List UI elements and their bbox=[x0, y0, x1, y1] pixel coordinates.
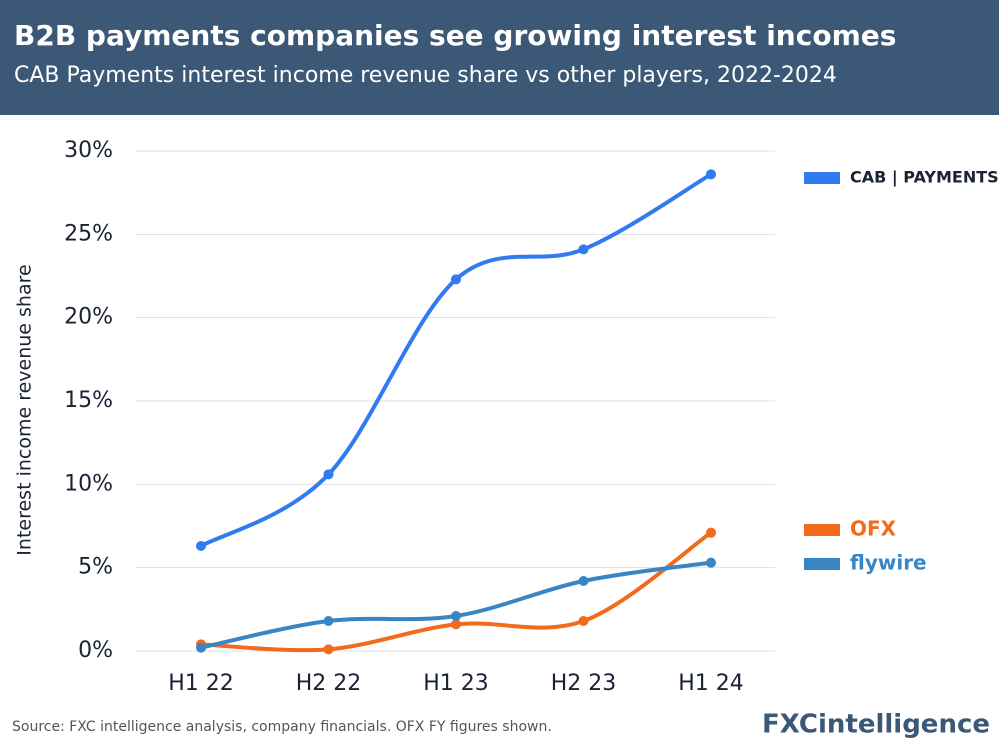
chart-title: B2B payments companies see growing inter… bbox=[14, 19, 896, 52]
legend-label: OFX bbox=[850, 517, 897, 541]
y-tick-label: 30% bbox=[64, 138, 113, 163]
data-point bbox=[706, 527, 716, 538]
data-point bbox=[451, 274, 461, 285]
legend-swatch bbox=[804, 172, 840, 184]
chart-subtitle: CAB Payments interest income revenue sha… bbox=[14, 63, 837, 88]
data-point bbox=[578, 244, 589, 255]
y-tick-label: 15% bbox=[64, 388, 113, 413]
x-tick-label: H1 22 bbox=[168, 671, 234, 696]
legend-label: CAB | PAYMENTS bbox=[850, 168, 999, 188]
series-line bbox=[199, 172, 713, 548]
legend-label: flywire bbox=[850, 551, 927, 575]
x-tick-label: H1 23 bbox=[423, 671, 489, 696]
data-point bbox=[706, 169, 716, 180]
data-point bbox=[196, 541, 206, 551]
legend-swatch bbox=[804, 558, 840, 570]
data-point bbox=[323, 644, 334, 655]
logo: FXCintelligence bbox=[762, 710, 990, 740]
source-note: Source: FXC intelligence analysis, compa… bbox=[12, 719, 552, 735]
data-point bbox=[323, 469, 334, 480]
data-point bbox=[451, 611, 461, 621]
data-point bbox=[706, 557, 716, 568]
data-point bbox=[451, 619, 461, 630]
x-tick-label: H1 24 bbox=[678, 671, 744, 696]
header-band bbox=[0, 0, 999, 115]
y-tick-label: 0% bbox=[78, 638, 113, 663]
data-point bbox=[323, 616, 334, 626]
y-tick-label: 20% bbox=[64, 305, 113, 330]
data-point bbox=[578, 576, 589, 586]
series-line bbox=[199, 560, 713, 650]
legend-swatch bbox=[804, 524, 840, 536]
y-tick-label: 5% bbox=[78, 555, 113, 580]
data-point bbox=[578, 616, 589, 626]
x-tick-label: H2 23 bbox=[551, 671, 617, 696]
x-tick-label: H2 22 bbox=[296, 671, 362, 696]
y-tick-label: 25% bbox=[64, 221, 113, 246]
series-line bbox=[199, 530, 713, 653]
y-axis-label: Interest income revenue share bbox=[14, 264, 36, 555]
data-point bbox=[196, 642, 206, 653]
y-tick-label: 10% bbox=[64, 471, 113, 496]
